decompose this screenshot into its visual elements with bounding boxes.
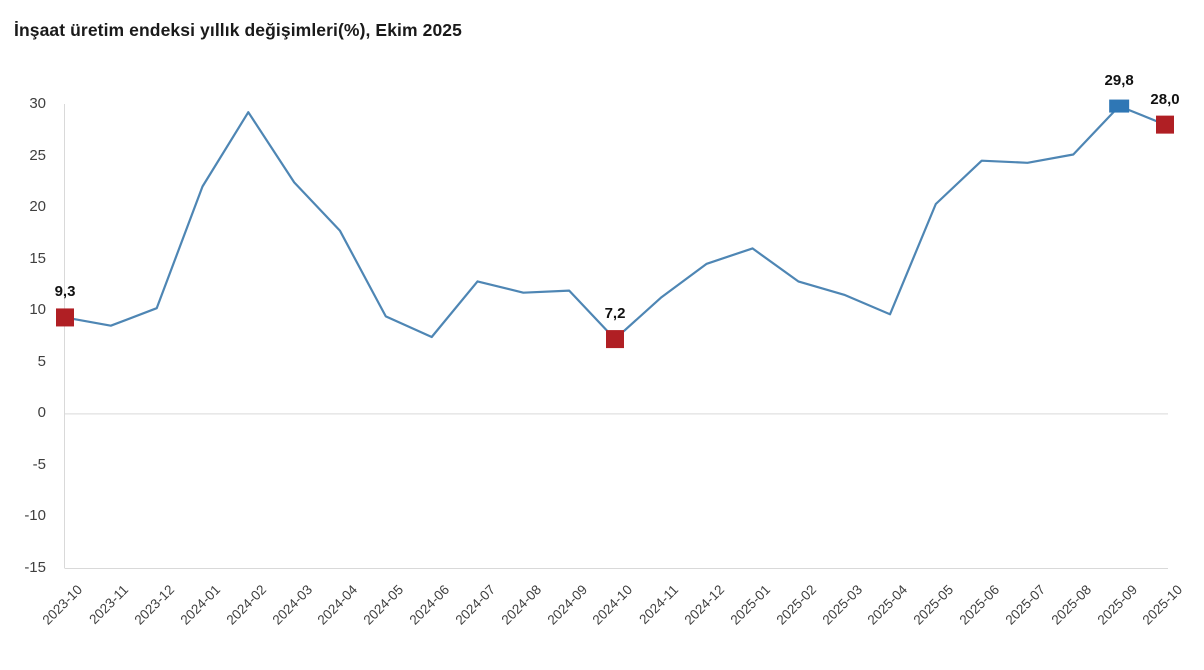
data-label-2023-10: 9,3 — [54, 283, 76, 301]
y-tick-label--15: -15 — [24, 559, 46, 576]
data-label-2025-10: 28,0 — [1150, 90, 1180, 108]
y-tick-label-20: 20 — [29, 198, 46, 216]
marker-2024-10 — [606, 330, 624, 349]
marker-2025-10 — [1156, 115, 1174, 134]
marker-2023-10 — [56, 308, 74, 327]
y-tick-label-15: 15 — [29, 249, 46, 267]
marker-2025-09 — [1109, 99, 1130, 113]
y-tick-label--5: -5 — [32, 455, 46, 473]
y-tick-label-10: 10 — [29, 301, 46, 319]
data-label-2024-10: 7,2 — [604, 305, 626, 323]
y-tick-label-30: 30 — [29, 95, 46, 112]
chart-title: İnşaat üretim endeksi yıllık değişimleri… — [14, 20, 462, 40]
y-tick-label-0: 0 — [37, 404, 46, 422]
y-tick-label-5: 5 — [37, 352, 46, 370]
data-label-2025-09: 29,8 — [1104, 72, 1134, 90]
y-tick-label-25: 25 — [29, 146, 46, 164]
y-tick-label--10: -10 — [24, 507, 46, 525]
